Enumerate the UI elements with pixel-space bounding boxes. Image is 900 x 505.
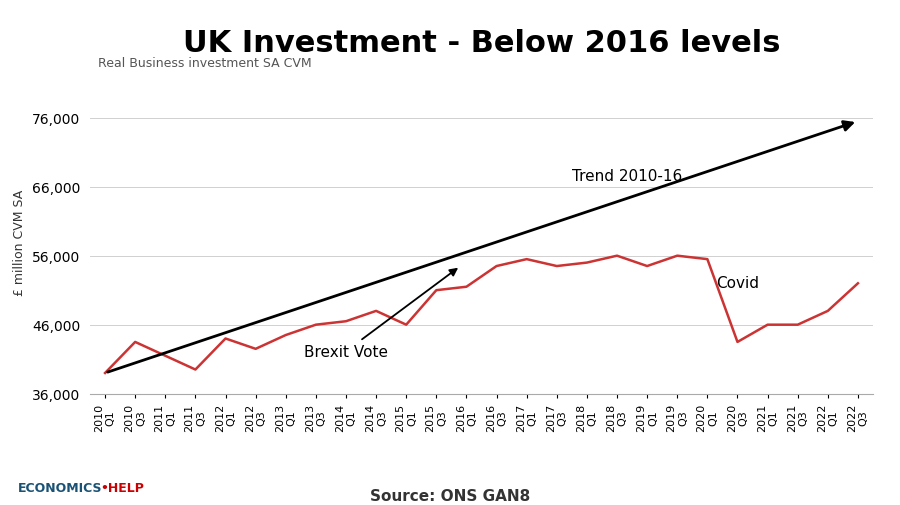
Text: Brexit Vote: Brexit Vote <box>304 269 456 359</box>
Text: •HELP: •HELP <box>101 481 145 494</box>
Text: Real Business investment SA CVM: Real Business investment SA CVM <box>98 57 311 70</box>
Text: ECONOMICS: ECONOMICS <box>18 481 103 494</box>
Y-axis label: £ million CVM SA: £ million CVM SA <box>14 189 26 295</box>
Text: Covid: Covid <box>716 275 760 290</box>
Title: UK Investment - Below 2016 levels: UK Investment - Below 2016 levels <box>183 29 780 58</box>
Text: Source: ONS GAN8: Source: ONS GAN8 <box>370 488 530 503</box>
Text: Trend 2010-16: Trend 2010-16 <box>572 169 682 183</box>
